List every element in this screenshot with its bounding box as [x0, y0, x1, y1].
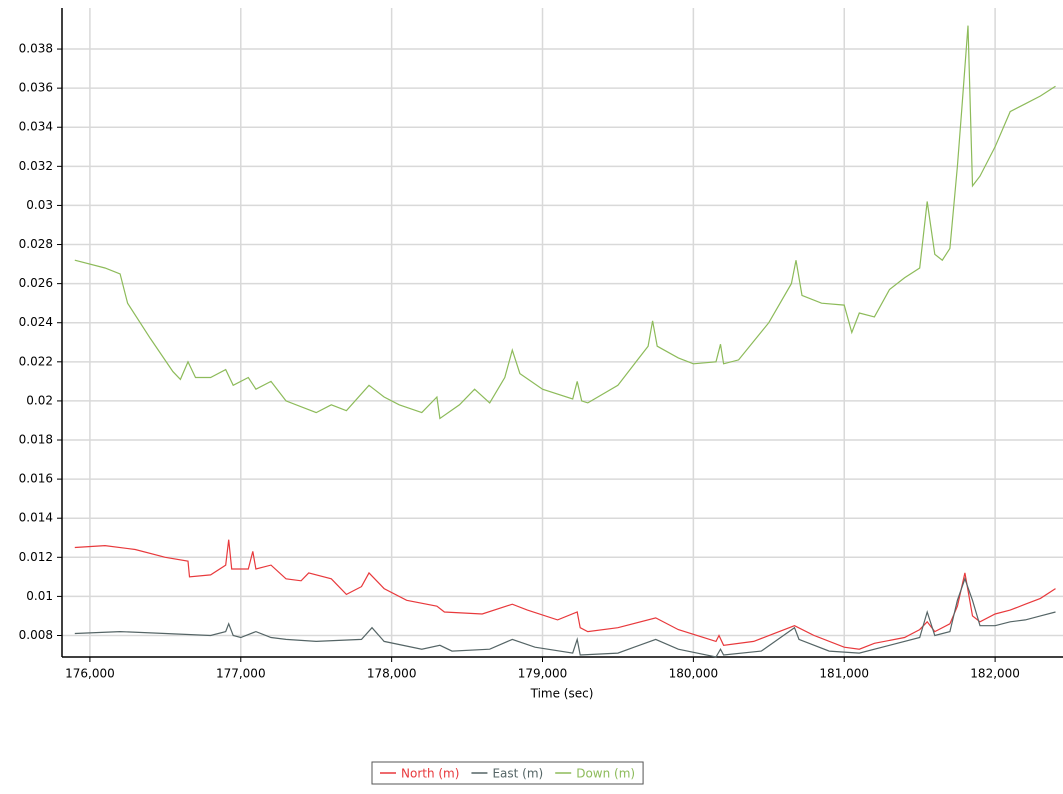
- y-tick-label: 0.032: [19, 159, 53, 173]
- legend-box: [371, 761, 644, 785]
- y-tick-label: 0.034: [19, 120, 53, 134]
- y-tick-label: 0.028: [19, 237, 53, 251]
- y-tick-label: 0.012: [19, 550, 53, 564]
- y-tick-label: 0.03: [26, 198, 53, 212]
- y-tick-label: 0.02: [26, 393, 53, 407]
- series-line: [74, 539, 1056, 650]
- y-tick-label: 0.014: [19, 511, 53, 525]
- y-tick-label: 0.024: [19, 315, 53, 329]
- series-line: [74, 25, 1056, 420]
- x-tick-label: 176,000: [65, 667, 115, 681]
- x-tick-label: 181,000: [819, 667, 869, 681]
- y-tick-label: 0.036: [19, 81, 53, 95]
- y-tick-label: 0.01: [26, 589, 53, 603]
- x-axis-title: Time (sec): [530, 687, 594, 701]
- y-tick-label: 0.038: [19, 42, 53, 56]
- x-tick-label: 180,000: [669, 667, 719, 681]
- legend-label: East (m): [492, 767, 543, 781]
- y-tick-label: 0.026: [19, 276, 53, 290]
- y-tick-label: 0.016: [19, 472, 53, 486]
- series-line: [74, 576, 1056, 658]
- x-tick-label: 182,000: [970, 667, 1020, 681]
- y-tick-label: 0.022: [19, 354, 53, 368]
- y-tick-label: 0.018: [19, 433, 53, 447]
- x-tick-label: 178,000: [367, 667, 417, 681]
- x-tick-label: 179,000: [518, 667, 568, 681]
- x-tick-label: 177,000: [216, 667, 266, 681]
- y-tick-label: 0.008: [19, 628, 53, 642]
- legend-label: Down (m): [576, 767, 635, 781]
- legend-label: North (m): [401, 767, 459, 781]
- legend: North (m) East (m) Down (m): [371, 761, 644, 785]
